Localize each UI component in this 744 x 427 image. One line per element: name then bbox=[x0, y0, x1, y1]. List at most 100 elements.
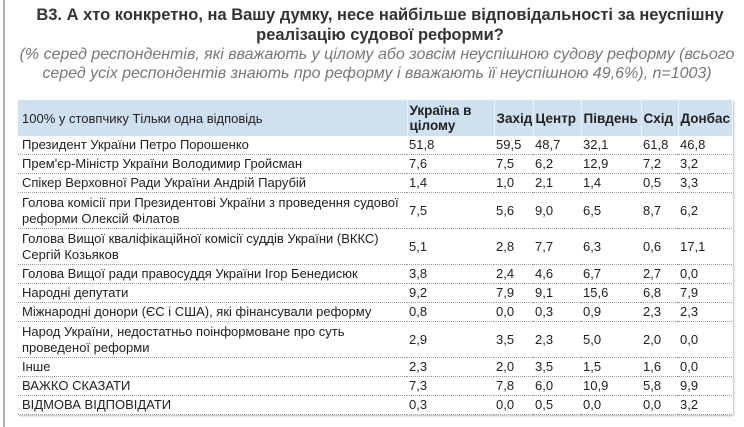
page-title: B3. А хто конкретно, на Вашу думку, несе… bbox=[36, 6, 724, 44]
cell-value: 0,5 bbox=[641, 173, 678, 193]
column-header: Схід bbox=[641, 100, 679, 136]
column-header: 100% у стовпчику Тільки одна відповідь bbox=[18, 100, 408, 136]
table-row: Президент України Петро Порошенко 51,8 59,… bbox=[18, 136, 732, 155]
table-row: Інше 2,3 2,0 3,5 1,5 1,6 0,0 bbox=[18, 357, 732, 377]
cell-value: 3,2 bbox=[678, 395, 732, 415]
cell-value: 59,5 bbox=[494, 136, 533, 155]
cell-value: 7,5 bbox=[407, 192, 494, 229]
row-label: Голова комісії при Президентові України … bbox=[18, 192, 407, 229]
table-row: Голова комісії при Президентові України … bbox=[18, 192, 732, 229]
row-label: ВІДМОВА ВІДПОВІДАТИ bbox=[18, 395, 407, 415]
row-label: Спікер Верховної Ради України Андрій Пар… bbox=[18, 173, 407, 193]
cell-value: 3,5 bbox=[494, 321, 533, 358]
cell-value: 0,0 bbox=[494, 302, 533, 322]
cell-value: 2,7 bbox=[641, 264, 678, 284]
table-row: ВІДМОВА ВІДПОВІДАТИ 0,3 0,0 0,5 0,0 0,0 3,2 bbox=[18, 395, 732, 415]
cell-value: 2,1 bbox=[533, 173, 581, 193]
cell-value: 6,2 bbox=[533, 154, 581, 174]
cell-value: 0,0 bbox=[494, 395, 533, 415]
table-row: Спікер Верховної Ради України Андрій Пар… bbox=[18, 173, 732, 193]
cell-value: 10,9 bbox=[581, 376, 641, 396]
cell-value: 2,4 bbox=[494, 264, 533, 284]
cell-value: 5,6 bbox=[494, 192, 533, 229]
cell-value: 5,8 bbox=[641, 376, 678, 396]
cell-value: 7,2 bbox=[641, 154, 678, 174]
row-label: ВАЖКО СКАЗАТИ bbox=[18, 376, 407, 396]
cell-value: 1,0 bbox=[494, 173, 533, 193]
cell-value: 9,1 bbox=[533, 283, 581, 303]
cell-value: 15,6 bbox=[581, 283, 641, 303]
cell-value: 0,3 bbox=[407, 395, 494, 415]
row-label: Президент України Петро Порошенко bbox=[18, 136, 407, 155]
cell-value: 0,0 bbox=[678, 321, 732, 358]
page-border bbox=[3, 0, 5, 427]
table-row: Голова Вищої кваліфікаційної комісії суд… bbox=[18, 228, 732, 265]
cell-value: 9,0 bbox=[533, 192, 581, 229]
cell-value: 61,8 bbox=[641, 136, 678, 155]
cell-value: 46,8 bbox=[678, 136, 732, 155]
table-row: Міжнародні донори (ЄС і США), які фінанс… bbox=[18, 302, 732, 322]
cell-value: 0,0 bbox=[581, 395, 641, 415]
row-label: Прем'єр-Міністр України Володимир Гройсм… bbox=[18, 154, 407, 174]
cell-value: 7,7 bbox=[533, 228, 581, 265]
cell-value: 1,4 bbox=[407, 173, 494, 193]
cell-value: 8,7 bbox=[641, 192, 678, 229]
cell-value: 0,8 bbox=[407, 302, 494, 322]
cell-value: 2,9 bbox=[407, 321, 494, 358]
cell-value: 7,9 bbox=[678, 283, 732, 303]
cell-value: 6,3 bbox=[581, 228, 641, 265]
table-row: Голова Вищої ради правосуддя України Іго… bbox=[18, 264, 732, 284]
table-row: Народ України, недостатньо поінформоване… bbox=[18, 321, 732, 358]
cell-value: 3,8 bbox=[407, 264, 494, 284]
cell-value: 1,5 bbox=[581, 357, 641, 377]
row-label: Інше bbox=[18, 357, 407, 377]
cell-value: 3,2 bbox=[678, 154, 732, 174]
cell-value: 2,3 bbox=[678, 302, 732, 322]
row-label: Голова Вищої ради правосуддя України Іго… bbox=[18, 264, 407, 284]
column-header: Південь bbox=[581, 100, 642, 136]
cell-value: 7,9 bbox=[494, 283, 533, 303]
row-label: Народ України, недостатньо поінформоване… bbox=[18, 321, 407, 358]
cell-value: 3,3 bbox=[678, 173, 732, 193]
cell-value: 2,3 bbox=[407, 357, 494, 377]
cell-value: 0,0 bbox=[678, 357, 732, 377]
cell-value: 9,9 bbox=[678, 376, 732, 396]
cell-value: 7,6 bbox=[407, 154, 494, 174]
cell-value: 7,5 bbox=[494, 154, 533, 174]
column-header: Центр bbox=[533, 100, 582, 136]
cell-value: 32,1 bbox=[581, 136, 641, 155]
cell-value: 5,0 bbox=[581, 321, 641, 358]
cell-value: 0,5 bbox=[533, 395, 581, 415]
cell-value: 9,2 bbox=[407, 283, 494, 303]
cell-value: 6,7 bbox=[581, 264, 641, 284]
results-table: 100% у стовпчику Тільки одна відповідь Ук… bbox=[18, 100, 733, 415]
cell-value: 0,6 bbox=[641, 228, 678, 265]
cell-value: 6,2 bbox=[678, 192, 732, 229]
cell-value: 2,0 bbox=[494, 357, 533, 377]
cell-value: 7,8 bbox=[494, 376, 533, 396]
cell-value: 12,9 bbox=[581, 154, 641, 174]
cell-value: 4,6 bbox=[533, 264, 581, 284]
cell-value: 2,3 bbox=[641, 302, 678, 322]
cell-value: 0,9 bbox=[581, 302, 641, 322]
cell-value: 51,8 bbox=[407, 136, 494, 155]
cell-value: 17,1 bbox=[678, 228, 732, 265]
cell-value: 6,8 bbox=[641, 283, 678, 303]
cell-value: 0,3 bbox=[533, 302, 581, 322]
table-header-row: 100% у стовпчику Тільки одна відповідь Ук… bbox=[18, 100, 733, 136]
cell-value: 0,0 bbox=[641, 395, 678, 415]
cell-value: 2,0 bbox=[641, 321, 678, 358]
row-label: Народні депутати bbox=[18, 283, 407, 303]
cell-value: 6,0 bbox=[533, 376, 581, 396]
cell-value: 0,0 bbox=[678, 264, 732, 284]
table-row: Народні депутати 9,2 7,9 9,1 15,6 6,8 7,9 bbox=[18, 283, 732, 303]
cell-value: 48,7 bbox=[533, 136, 581, 155]
page-subtitle: (% серед респондентів, які вважають у ці… bbox=[19, 46, 735, 82]
table-row: Прем'єр-Міністр України Володимир Гройсм… bbox=[18, 154, 732, 174]
cell-value: 6,5 bbox=[581, 192, 641, 229]
cell-value: 3,5 bbox=[533, 357, 581, 377]
column-header: Захід bbox=[494, 100, 534, 136]
column-header: Донбас bbox=[678, 100, 733, 136]
row-label: Голова Вищої кваліфікаційної комісії суд… bbox=[18, 228, 407, 265]
row-label: Міжнародні донори (ЄС і США), які фінанс… bbox=[18, 302, 407, 322]
